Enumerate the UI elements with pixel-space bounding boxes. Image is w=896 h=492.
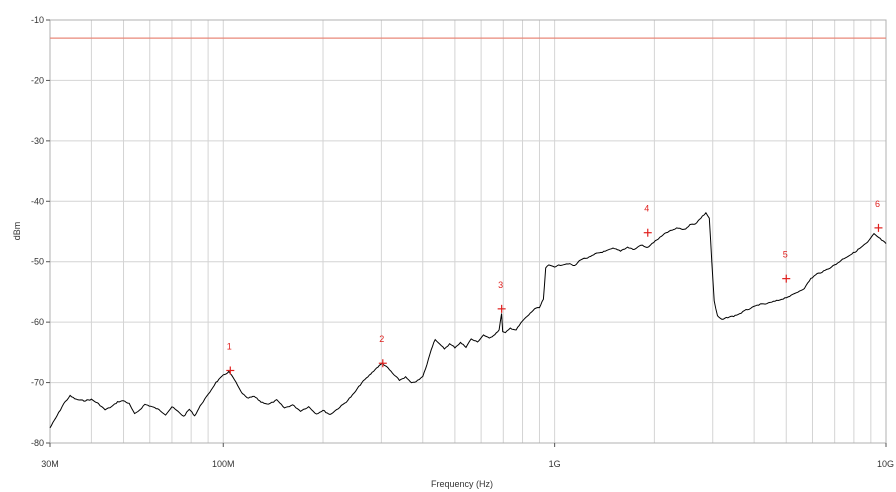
x-axis-label: Frequency (Hz): [431, 479, 493, 489]
y-tick-label: -30: [31, 136, 44, 146]
y-tick-label: -80: [31, 438, 44, 448]
spectrum-trace: [49, 211, 887, 429]
marker-label: 3: [498, 280, 503, 290]
trace-group: [49, 211, 887, 429]
y-tick-label: -40: [31, 196, 44, 206]
marker-label: 2: [379, 334, 384, 344]
markers: 1 2 3 4 5 6: [226, 199, 883, 375]
x-tick-label: 10G: [877, 459, 894, 469]
x-tick-label: 100M: [212, 459, 235, 469]
y-tick-label: -10: [31, 15, 44, 25]
marker-label: 1: [227, 341, 232, 351]
plot-background: [50, 20, 886, 443]
plot-frame: [49, 19, 887, 444]
y-tick-label: -70: [31, 378, 44, 388]
marker-label: 4: [644, 204, 649, 214]
grid: [49, 19, 887, 444]
marker-label: 6: [875, 199, 880, 209]
y-tick-label: -50: [31, 257, 44, 267]
axes: -10 -20 -30 -40 -50 -60 -70 -80 30M 100M 1G 10G: [31, 15, 894, 469]
x-tick-label: 1G: [549, 459, 561, 469]
y-tick-label: -20: [31, 75, 44, 85]
marker-label: 5: [783, 250, 788, 260]
y-tick-label: -60: [31, 317, 44, 327]
x-tick-label: 30M: [41, 459, 59, 469]
y-axis-label: dBm: [12, 222, 22, 241]
